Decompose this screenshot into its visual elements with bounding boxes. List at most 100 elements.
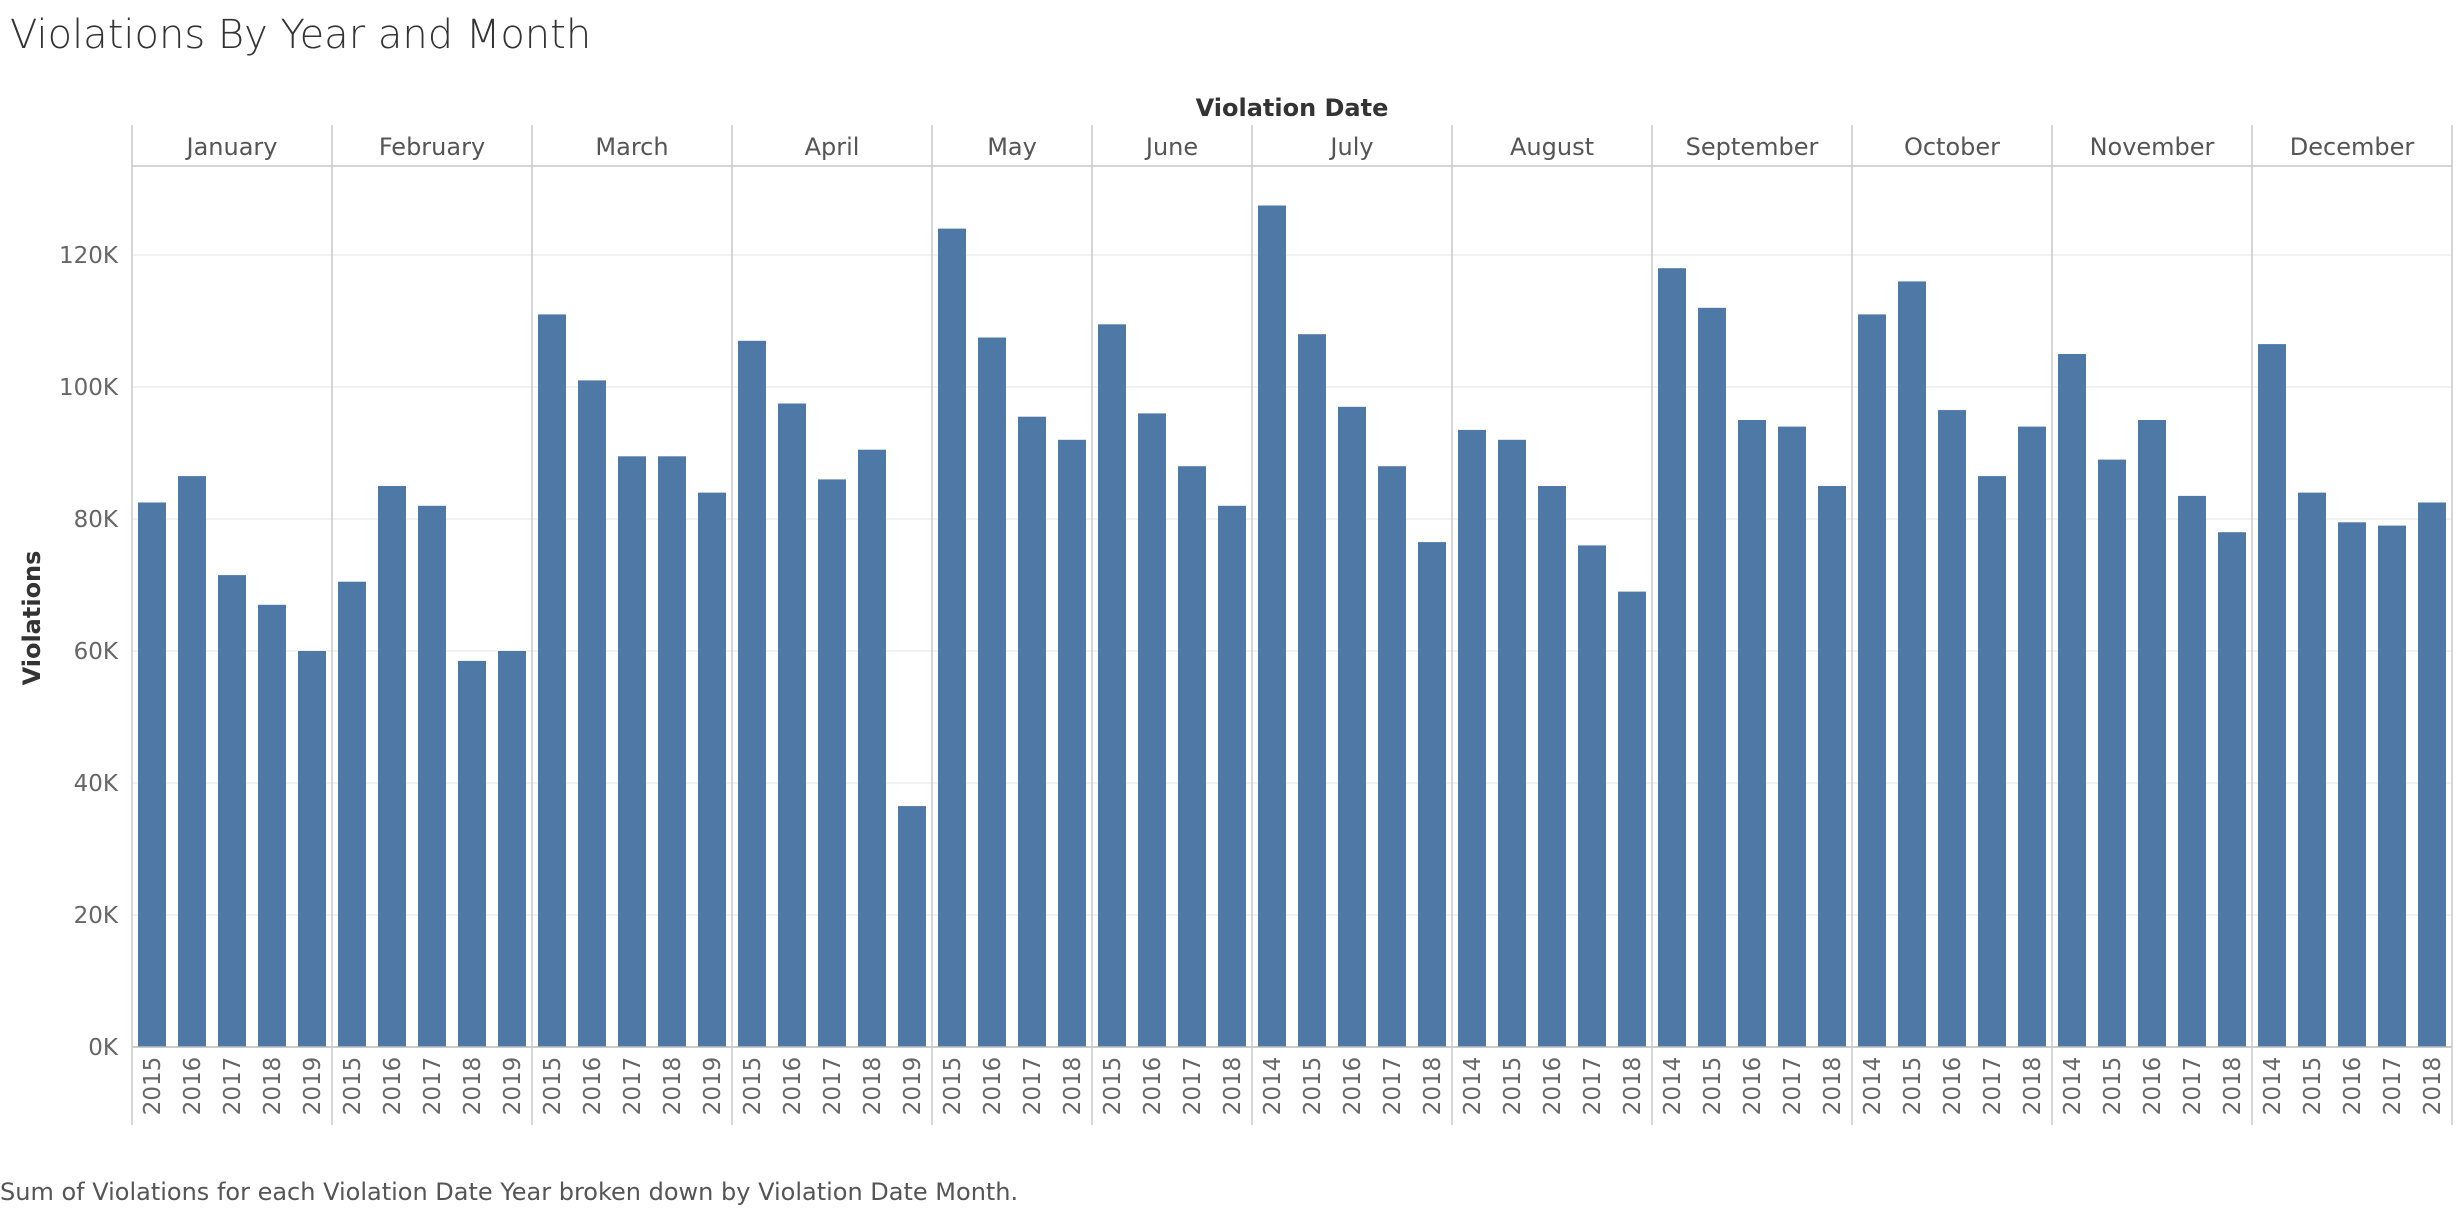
column-header: Violation Date [1196, 94, 1389, 122]
year-label: 2018 [2420, 1057, 2446, 1116]
bar-march-2018[interactable] [658, 456, 686, 1047]
year-label: 2017 [1980, 1057, 2006, 1116]
bar-april-2018[interactable] [858, 449, 886, 1047]
panel-dividers [131, 125, 2453, 1125]
bar-april-2019[interactable] [898, 806, 926, 1047]
bar-may-2018[interactable] [1058, 439, 1086, 1047]
bar-july-2018[interactable] [1418, 542, 1446, 1047]
bar-february-2019[interactable] [498, 651, 526, 1047]
bar-october-2017[interactable] [1978, 476, 2006, 1048]
month-header-february: February [379, 133, 485, 161]
y-tick-label: 0K [88, 1035, 119, 1061]
bar-september-2015[interactable] [1698, 307, 1726, 1047]
year-label: 2018 [860, 1057, 886, 1116]
bar-june-2016[interactable] [1138, 413, 1166, 1047]
year-label: 2014 [1660, 1057, 1686, 1116]
bar-september-2018[interactable] [1818, 486, 1846, 1047]
bar-june-2018[interactable] [1218, 505, 1246, 1047]
year-label: 2018 [2020, 1057, 2046, 1116]
year-label: 2019 [500, 1057, 526, 1116]
year-label: 2014 [1460, 1057, 1486, 1116]
bar-november-2016[interactable] [2138, 420, 2166, 1047]
bar-april-2016[interactable] [778, 403, 806, 1048]
bar-november-2017[interactable] [2178, 495, 2206, 1047]
year-label: 2018 [1620, 1057, 1646, 1116]
bar-january-2018[interactable] [258, 604, 286, 1047]
bar-august-2018[interactable] [1618, 591, 1646, 1047]
bar-june-2017[interactable] [1178, 466, 1206, 1047]
bar-december-2014[interactable] [2258, 344, 2286, 1048]
bar-july-2016[interactable] [1338, 406, 1366, 1047]
bar-september-2014[interactable] [1658, 268, 1686, 1047]
bar-august-2015[interactable] [1498, 439, 1526, 1047]
bar-may-2016[interactable] [978, 337, 1006, 1048]
month-header-september: September [1686, 133, 1819, 161]
year-label: 2015 [1500, 1057, 1526, 1116]
bar-january-2017[interactable] [218, 575, 246, 1047]
year-label: 2016 [580, 1057, 606, 1116]
month-header-november: November [2090, 133, 2215, 161]
bar-january-2019[interactable] [298, 651, 326, 1047]
y-tick-label: 40K [74, 771, 119, 797]
year-label: 2015 [1100, 1057, 1126, 1116]
bar-june-2015[interactable] [1098, 324, 1126, 1047]
bar-september-2016[interactable] [1738, 420, 1766, 1047]
year-label: 2015 [2300, 1057, 2326, 1116]
y-axis-ticks: 0K 20K 40K 60K 80K 100K 120K [59, 243, 119, 1061]
month-header-march: March [595, 133, 668, 161]
bar-february-2017[interactable] [418, 505, 446, 1047]
month-header-july: July [1328, 133, 1373, 161]
year-label: 2016 [2340, 1057, 2366, 1116]
year-label: 2017 [1780, 1057, 1806, 1116]
bar-may-2017[interactable] [1018, 416, 1046, 1047]
bar-march-2017[interactable] [618, 456, 646, 1047]
year-label: 2018 [260, 1057, 286, 1116]
bar-december-2015[interactable] [2298, 492, 2326, 1048]
bar-november-2014[interactable] [2058, 354, 2086, 1047]
bar-november-2018[interactable] [2218, 532, 2246, 1047]
bar-october-2016[interactable] [1938, 410, 1966, 1048]
bar-march-2019[interactable] [698, 492, 726, 1048]
bar-march-2016[interactable] [578, 380, 606, 1047]
bar-august-2016[interactable] [1538, 486, 1566, 1047]
month-header-may: May [987, 133, 1037, 161]
bar-july-2015[interactable] [1298, 334, 1326, 1047]
bar-july-2014[interactable] [1258, 205, 1286, 1048]
bar-february-2016[interactable] [378, 486, 406, 1047]
year-label: 2016 [1540, 1057, 1566, 1116]
year-label: 2019 [700, 1057, 726, 1116]
bar-february-2015[interactable] [338, 581, 366, 1047]
year-label: 2015 [540, 1057, 566, 1116]
bar-february-2018[interactable] [458, 660, 486, 1047]
bar-december-2016[interactable] [2338, 522, 2366, 1047]
y-tick-label: 80K [74, 507, 119, 533]
year-label: 2016 [780, 1057, 806, 1116]
year-label: 2019 [900, 1057, 926, 1116]
y-tick-label: 60K [74, 639, 119, 665]
bar-july-2017[interactable] [1378, 466, 1406, 1047]
bar-december-2017[interactable] [2378, 525, 2406, 1047]
year-label: 2018 [1060, 1057, 1086, 1116]
year-label: 2016 [1940, 1057, 1966, 1116]
year-label: 2014 [2060, 1057, 2086, 1116]
year-label: 2016 [2140, 1057, 2166, 1116]
bar-april-2015[interactable] [738, 340, 766, 1047]
bar-november-2015[interactable] [2098, 459, 2126, 1048]
bar-october-2015[interactable] [1898, 281, 1926, 1047]
bar-january-2016[interactable] [178, 476, 206, 1048]
bar-may-2015[interactable] [938, 228, 966, 1048]
bar-october-2014[interactable] [1858, 314, 1886, 1047]
y-tick-label: 120K [59, 243, 119, 269]
bar-march-2015[interactable] [538, 314, 566, 1047]
year-label: 2015 [2100, 1057, 2126, 1116]
bar-october-2018[interactable] [2018, 426, 2046, 1048]
bar-august-2017[interactable] [1578, 545, 1606, 1047]
bar-april-2017[interactable] [818, 479, 846, 1047]
bars [138, 205, 2446, 1048]
year-label: 2014 [1860, 1057, 1886, 1116]
bar-september-2017[interactable] [1778, 426, 1806, 1048]
bar-january-2015[interactable] [138, 502, 166, 1048]
bar-december-2018[interactable] [2418, 502, 2446, 1048]
bar-august-2014[interactable] [1458, 429, 1486, 1047]
